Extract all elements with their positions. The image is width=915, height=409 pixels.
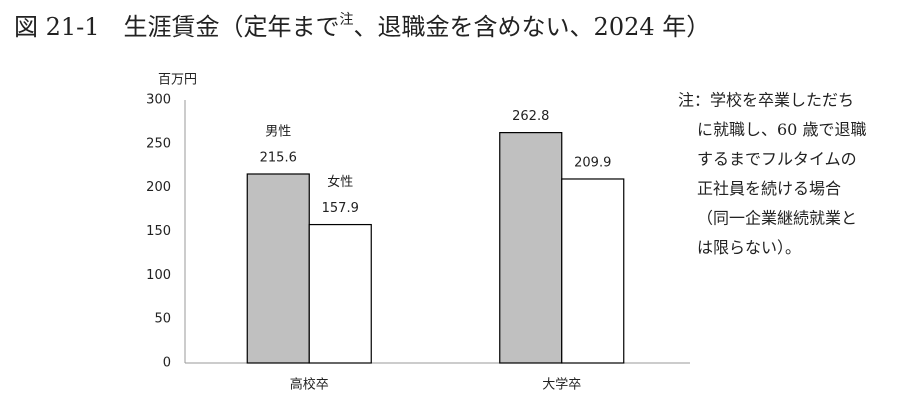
bar <box>308 223 372 364</box>
bar <box>561 178 625 364</box>
note-line: は限らない）。 <box>697 238 801 257</box>
value-label: 262.8 <box>512 109 549 124</box>
x-tick-label: 高校卒 <box>290 377 329 393</box>
value-label: 215.6 <box>260 150 297 165</box>
bar <box>499 132 563 364</box>
legend-label: 男性 <box>265 124 291 139</box>
bar <box>246 173 310 364</box>
value-label: 209.9 <box>574 155 611 170</box>
note-line: に就職し、60 歳で退職 <box>697 120 866 139</box>
y-tick-label: 250 <box>146 136 171 151</box>
note-line: 注：学校を卒業しただち <box>678 91 854 110</box>
y-tick-label: 200 <box>146 180 171 195</box>
y-tick-label: 0 <box>163 356 171 371</box>
title-end: 、退職金を含めない、2024 年） <box>354 13 711 41</box>
note-line: するまでフルタイムの <box>697 150 857 169</box>
y-unit: 百万円 <box>158 73 197 88</box>
value-label: 157.9 <box>322 201 359 216</box>
x-tick-label: 大学卒 <box>542 377 581 393</box>
chart-title: 図 21-1 生涯賃金（定年まで注、退職金を含めない、2024 年） <box>14 12 710 41</box>
y-tick-label: 100 <box>146 268 171 283</box>
title-main: 図 21-1 生涯賃金（定年まで <box>14 13 340 41</box>
legend-label: 女性 <box>327 174 353 190</box>
title-superscript: 注 <box>340 12 354 28</box>
note-line: 正社員を続ける場合 <box>697 179 841 198</box>
y-tick-label: 150 <box>146 224 171 239</box>
y-tick-label: 300 <box>146 93 171 108</box>
note-line: （同一企業継続就業と <box>697 209 857 228</box>
y-tick-label: 50 <box>154 312 171 327</box>
